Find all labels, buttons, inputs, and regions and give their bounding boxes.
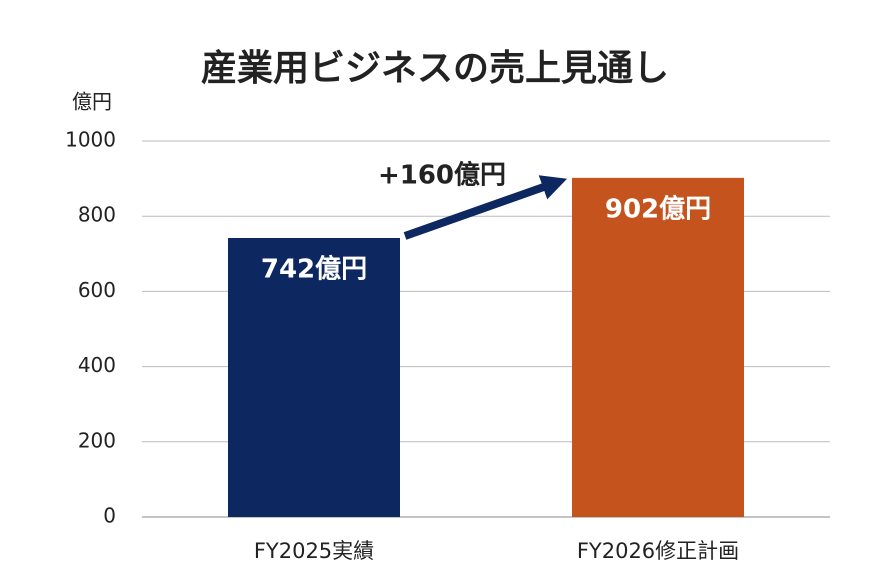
x-tick-label: FY2026修正計画 xyxy=(577,539,739,563)
bar xyxy=(572,177,744,517)
y-tick-label: 600 xyxy=(78,278,116,302)
x-tick-label: FY2025実績 xyxy=(254,539,374,563)
chart-title: 産業用ビジネスの売上見通し xyxy=(201,48,669,89)
value-label: 902億円 xyxy=(605,194,711,224)
annotation: +160億円 xyxy=(378,161,506,191)
value-label: 742億円 xyxy=(261,255,367,285)
y-tick-label: 0 xyxy=(103,504,116,528)
y-tick-label: 400 xyxy=(78,353,116,377)
y-tick-label: 200 xyxy=(78,428,116,452)
y-axis-label: 億円 xyxy=(72,90,112,114)
arrow xyxy=(403,175,568,240)
y-tick-label: 1000 xyxy=(65,128,116,152)
bar xyxy=(228,238,400,517)
y-tick-label: 800 xyxy=(78,203,116,227)
